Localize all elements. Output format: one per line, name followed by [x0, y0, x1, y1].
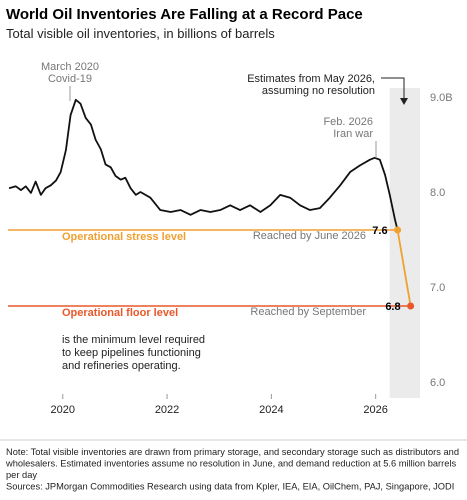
reference-note: Reached by September	[250, 306, 366, 318]
annotation: Covid-19	[48, 73, 92, 85]
x-tick-label: 2022	[155, 404, 179, 416]
series-line	[8, 98, 399, 231]
note: Note: Total visible inventories are draw…	[6, 447, 459, 457]
annotation: Iran war	[333, 128, 373, 140]
x-tick-label: 2020	[51, 404, 75, 416]
estimate-point	[407, 302, 415, 310]
y-tick-label: 9.0B	[430, 92, 453, 104]
chart-subtitle: Total visible oil inventories, in billio…	[6, 26, 275, 41]
value-label: 6.8	[385, 301, 400, 313]
series-line	[396, 229, 412, 307]
note: per day	[6, 470, 37, 480]
estimate-region	[389, 88, 420, 398]
reference-description: is the minimum level required	[62, 334, 205, 346]
annotation: March 2020	[41, 61, 99, 73]
annotation-arrow	[381, 77, 405, 102]
annotation: Feb. 2026	[323, 116, 373, 128]
annotation: Estimates from May 2026,	[247, 73, 375, 85]
x-tick-label: 2026	[363, 404, 387, 416]
reference-note: Reached by June 2026	[253, 230, 366, 242]
estimate-point	[394, 226, 402, 234]
annotation: assuming no resolution	[262, 85, 375, 97]
reference-description: and refineries operating.	[62, 360, 181, 372]
arrow-head	[400, 98, 408, 105]
value-label: 7.6	[372, 225, 387, 237]
x-tick-label: 2024	[259, 404, 283, 416]
y-tick-label: 6.0	[430, 377, 445, 389]
note: wholesalers. Estimated inventories assum…	[5, 459, 456, 469]
reference-label: Operational floor level	[62, 307, 178, 319]
note: Sources: JPMorgan Commodities Research u…	[6, 482, 454, 492]
reference-label: Operational stress level	[62, 231, 186, 243]
y-tick-label: 7.0	[430, 282, 445, 294]
chart-title: World Oil Inventories Are Falling at a R…	[6, 6, 363, 23]
y-tick-label: 8.0	[430, 187, 445, 199]
reference-description: to keep pipelines functioning	[62, 347, 201, 359]
